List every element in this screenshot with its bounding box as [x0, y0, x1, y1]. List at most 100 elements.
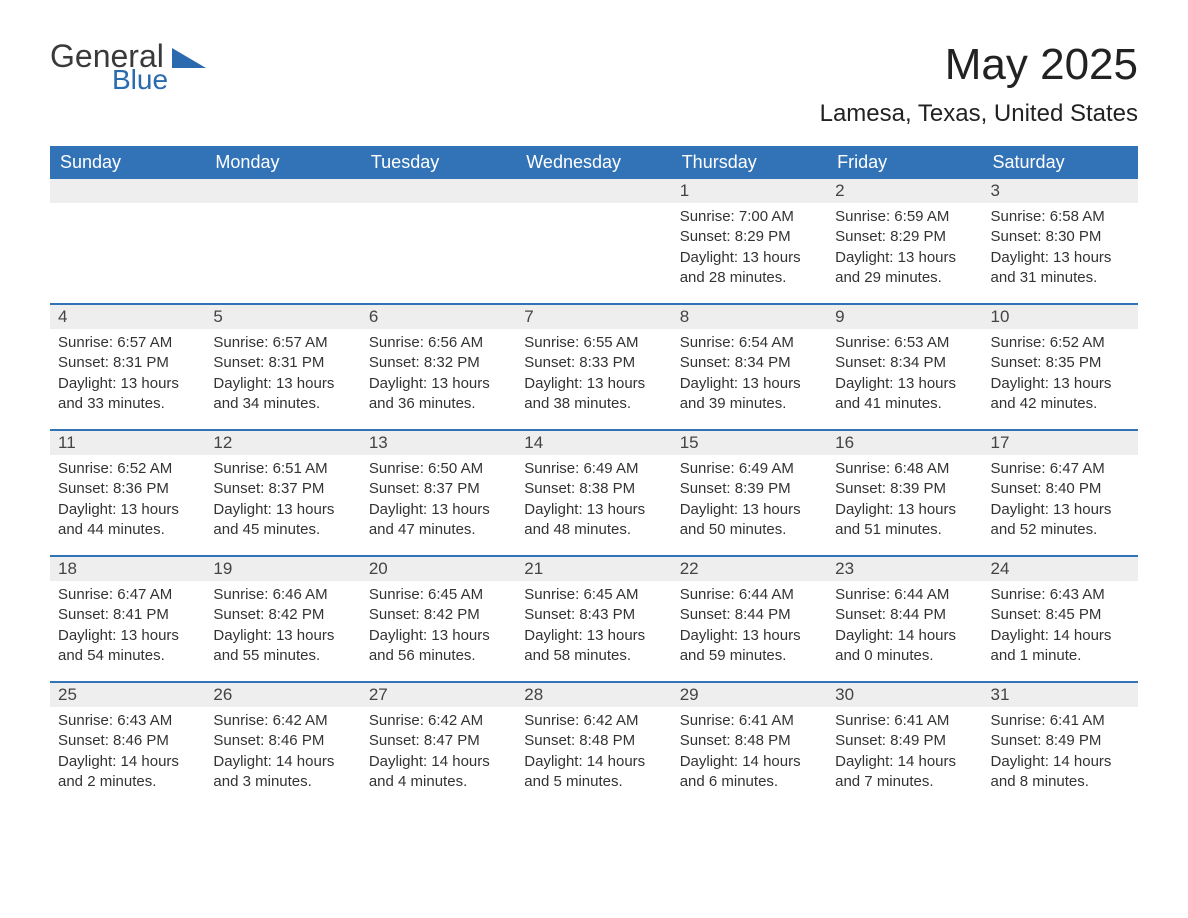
daylight-text: Daylight: 14 hours and 7 minutes. [835, 752, 974, 793]
calendar-week: 25Sunrise: 6:43 AMSunset: 8:46 PMDayligh… [50, 681, 1138, 801]
day-number: 19 [205, 557, 360, 581]
day-body: Sunrise: 6:42 AMSunset: 8:46 PMDaylight:… [205, 707, 360, 800]
daylight-text: Daylight: 13 hours and 47 minutes. [369, 500, 508, 541]
sunset-text: Sunset: 8:29 PM [835, 227, 974, 247]
sunrise-text: Sunrise: 6:41 AM [991, 711, 1130, 731]
calendar-cell: 14Sunrise: 6:49 AMSunset: 8:38 PMDayligh… [516, 431, 671, 549]
sunrise-text: Sunrise: 6:55 AM [524, 333, 663, 353]
daylight-text: Daylight: 13 hours and 42 minutes. [991, 374, 1130, 415]
day-header: Sunday [50, 146, 205, 179]
calendar-cell: 9Sunrise: 6:53 AMSunset: 8:34 PMDaylight… [827, 305, 982, 423]
day-body: Sunrise: 6:47 AMSunset: 8:40 PMDaylight:… [983, 455, 1138, 548]
day-number: 10 [983, 305, 1138, 329]
calendar-cell: 28Sunrise: 6:42 AMSunset: 8:48 PMDayligh… [516, 683, 671, 801]
calendar-cell: 5Sunrise: 6:57 AMSunset: 8:31 PMDaylight… [205, 305, 360, 423]
calendar-cell: 16Sunrise: 6:48 AMSunset: 8:39 PMDayligh… [827, 431, 982, 549]
daylight-text: Daylight: 14 hours and 8 minutes. [991, 752, 1130, 793]
calendar-cell: 25Sunrise: 6:43 AMSunset: 8:46 PMDayligh… [50, 683, 205, 801]
day-number: 27 [361, 683, 516, 707]
daylight-text: Daylight: 13 hours and 28 minutes. [680, 248, 819, 289]
daylight-text: Daylight: 13 hours and 48 minutes. [524, 500, 663, 541]
day-body: Sunrise: 6:55 AMSunset: 8:33 PMDaylight:… [516, 329, 671, 422]
calendar-cell [205, 179, 360, 297]
daylight-text: Daylight: 13 hours and 41 minutes. [835, 374, 974, 415]
sunset-text: Sunset: 8:47 PM [369, 731, 508, 751]
sunrise-text: Sunrise: 6:58 AM [991, 207, 1130, 227]
day-body: Sunrise: 6:43 AMSunset: 8:45 PMDaylight:… [983, 581, 1138, 674]
calendar-cell: 27Sunrise: 6:42 AMSunset: 8:47 PMDayligh… [361, 683, 516, 801]
day-number: 17 [983, 431, 1138, 455]
sunset-text: Sunset: 8:34 PM [680, 353, 819, 373]
day-number: 25 [50, 683, 205, 707]
sunset-text: Sunset: 8:37 PM [213, 479, 352, 499]
sunset-text: Sunset: 8:48 PM [680, 731, 819, 751]
day-body [361, 203, 516, 293]
day-number: 4 [50, 305, 205, 329]
sunrise-text: Sunrise: 6:57 AM [58, 333, 197, 353]
day-body: Sunrise: 6:46 AMSunset: 8:42 PMDaylight:… [205, 581, 360, 674]
sunset-text: Sunset: 8:37 PM [369, 479, 508, 499]
sunrise-text: Sunrise: 6:51 AM [213, 459, 352, 479]
calendar-cell: 19Sunrise: 6:46 AMSunset: 8:42 PMDayligh… [205, 557, 360, 675]
daylight-text: Daylight: 13 hours and 39 minutes. [680, 374, 819, 415]
month-title: May 2025 [820, 40, 1138, 90]
calendar: SundayMondayTuesdayWednesdayThursdayFrid… [50, 146, 1138, 801]
daylight-text: Daylight: 13 hours and 59 minutes. [680, 626, 819, 667]
day-number: 15 [672, 431, 827, 455]
sunset-text: Sunset: 8:41 PM [58, 605, 197, 625]
day-body: Sunrise: 6:52 AMSunset: 8:36 PMDaylight:… [50, 455, 205, 548]
day-body: Sunrise: 6:58 AMSunset: 8:30 PMDaylight:… [983, 203, 1138, 296]
day-body: Sunrise: 6:57 AMSunset: 8:31 PMDaylight:… [205, 329, 360, 422]
day-number [361, 179, 516, 203]
day-body: Sunrise: 6:43 AMSunset: 8:46 PMDaylight:… [50, 707, 205, 800]
daylight-text: Daylight: 13 hours and 45 minutes. [213, 500, 352, 541]
sunrise-text: Sunrise: 7:00 AM [680, 207, 819, 227]
day-number: 1 [672, 179, 827, 203]
sunset-text: Sunset: 8:48 PM [524, 731, 663, 751]
sunset-text: Sunset: 8:35 PM [991, 353, 1130, 373]
sunrise-text: Sunrise: 6:57 AM [213, 333, 352, 353]
day-body [205, 203, 360, 293]
day-body: Sunrise: 6:47 AMSunset: 8:41 PMDaylight:… [50, 581, 205, 674]
daylight-text: Daylight: 13 hours and 52 minutes. [991, 500, 1130, 541]
day-body: Sunrise: 6:50 AMSunset: 8:37 PMDaylight:… [361, 455, 516, 548]
day-number: 13 [361, 431, 516, 455]
day-number: 30 [827, 683, 982, 707]
calendar-cell: 31 Sunrise: 6:41 AMSunset: 8:49 PMDayligh… [983, 683, 1138, 801]
day-number: 31 [983, 683, 1138, 707]
day-number: 11 [50, 431, 205, 455]
calendar-cell: 6Sunrise: 6:56 AMSunset: 8:32 PMDaylight… [361, 305, 516, 423]
day-header: Thursday [672, 146, 827, 179]
logo-blue: Blue [112, 66, 168, 94]
day-number [50, 179, 205, 203]
calendar-cell: 3Sunrise: 6:58 AMSunset: 8:30 PMDaylight… [983, 179, 1138, 297]
day-body: Sunrise: 6:49 AMSunset: 8:38 PMDaylight:… [516, 455, 671, 548]
title-block: May 2025 Lamesa, Texas, United States [820, 40, 1138, 128]
day-number: 26 [205, 683, 360, 707]
daylight-text: Daylight: 13 hours and 36 minutes. [369, 374, 508, 415]
day-body: Sunrise: 6:45 AMSunset: 8:42 PMDaylight:… [361, 581, 516, 674]
daylight-text: Daylight: 13 hours and 29 minutes. [835, 248, 974, 289]
sunrise-text: Sunrise: 6:49 AM [524, 459, 663, 479]
daylight-text: Daylight: 13 hours and 31 minutes. [991, 248, 1130, 289]
calendar-week: 18Sunrise: 6:47 AMSunset: 8:41 PMDayligh… [50, 555, 1138, 675]
calendar-cell: 23Sunrise: 6:44 AMSunset: 8:44 PMDayligh… [827, 557, 982, 675]
sunrise-text: Sunrise: 6:52 AM [58, 459, 197, 479]
sunrise-text: Sunrise: 6:47 AM [58, 585, 197, 605]
sunset-text: Sunset: 8:49 PM [991, 731, 1130, 751]
day-number [516, 179, 671, 203]
day-body: Sunrise: 6:42 AMSunset: 8:48 PMDaylight:… [516, 707, 671, 800]
calendar-cell: 8Sunrise: 6:54 AMSunset: 8:34 PMDaylight… [672, 305, 827, 423]
sunset-text: Sunset: 8:31 PM [213, 353, 352, 373]
sunrise-text: Sunrise: 6:53 AM [835, 333, 974, 353]
sunset-text: Sunset: 8:46 PM [58, 731, 197, 751]
day-number: 14 [516, 431, 671, 455]
daylight-text: Daylight: 13 hours and 54 minutes. [58, 626, 197, 667]
daylight-text: Daylight: 13 hours and 50 minutes. [680, 500, 819, 541]
day-body: Sunrise: 6:41 AMSunset: 8:49 PMDaylight:… [827, 707, 982, 800]
daylight-text: Daylight: 14 hours and 3 minutes. [213, 752, 352, 793]
day-header: Saturday [983, 146, 1138, 179]
calendar-cell: 26Sunrise: 6:42 AMSunset: 8:46 PMDayligh… [205, 683, 360, 801]
daylight-text: Daylight: 13 hours and 51 minutes. [835, 500, 974, 541]
calendar-cell: 18Sunrise: 6:47 AMSunset: 8:41 PMDayligh… [50, 557, 205, 675]
